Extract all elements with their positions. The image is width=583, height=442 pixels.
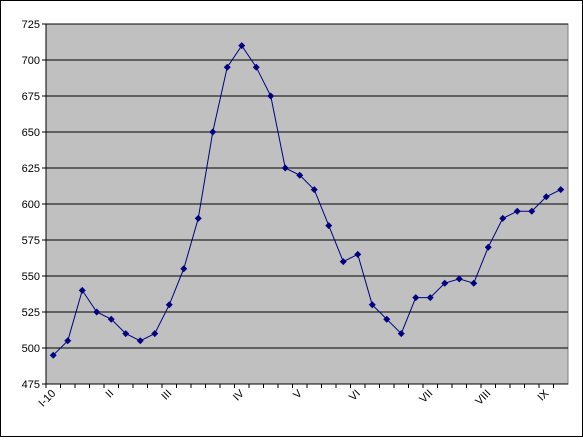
y-tick-label: 700 bbox=[22, 55, 40, 67]
data-point bbox=[426, 294, 434, 302]
data-point bbox=[484, 243, 492, 251]
data-point bbox=[325, 222, 333, 230]
data-point bbox=[194, 214, 202, 222]
data-point bbox=[252, 63, 260, 71]
data-point bbox=[223, 63, 231, 71]
data-point bbox=[339, 258, 347, 266]
data-point bbox=[49, 351, 57, 359]
data-point bbox=[296, 171, 304, 179]
data-point bbox=[528, 207, 536, 215]
data-point bbox=[441, 279, 449, 287]
data-point bbox=[470, 279, 478, 287]
data-point bbox=[267, 92, 275, 100]
data-point bbox=[151, 330, 159, 338]
data-point bbox=[209, 128, 217, 136]
data-point bbox=[180, 265, 188, 273]
data-point bbox=[64, 337, 72, 345]
y-tick-label: 525 bbox=[22, 307, 40, 319]
data-point bbox=[383, 315, 391, 323]
data-point bbox=[310, 186, 318, 194]
data-point bbox=[165, 301, 173, 309]
data-point bbox=[78, 286, 86, 294]
y-tick-label: 500 bbox=[22, 343, 40, 355]
data-point bbox=[122, 330, 130, 338]
y-tick-label: 625 bbox=[22, 163, 40, 175]
data-point bbox=[93, 308, 101, 316]
data-point bbox=[542, 193, 550, 201]
data-line bbox=[52, 44, 561, 356]
data-point bbox=[136, 337, 144, 345]
y-tick-label: 575 bbox=[22, 235, 40, 247]
data-point bbox=[412, 294, 420, 302]
y-tick-label: 475 bbox=[22, 379, 40, 391]
y-tick-label: 550 bbox=[22, 271, 40, 283]
data-point bbox=[513, 207, 521, 215]
data-point bbox=[557, 186, 565, 194]
data-point bbox=[281, 164, 289, 172]
y-tick-label: 650 bbox=[22, 127, 40, 139]
y-tick-label: 600 bbox=[22, 199, 40, 211]
data-point bbox=[397, 330, 405, 338]
data-point bbox=[238, 42, 246, 50]
data-point bbox=[107, 315, 115, 323]
y-tick-label: 725 bbox=[22, 19, 40, 31]
data-point bbox=[354, 250, 362, 258]
data-point bbox=[499, 214, 507, 222]
data-point bbox=[368, 301, 376, 309]
y-tick-label: 675 bbox=[22, 91, 40, 103]
data-point bbox=[455, 275, 463, 283]
